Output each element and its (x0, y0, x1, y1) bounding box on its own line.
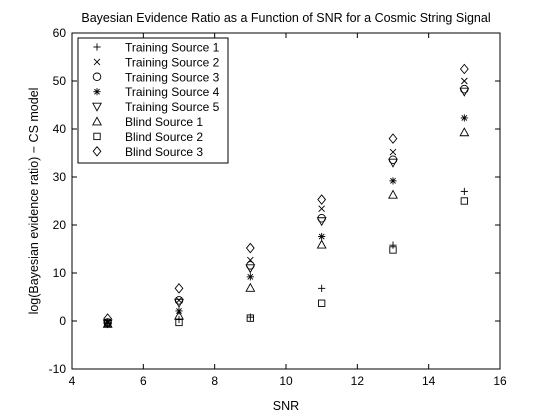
y-tick-label: 60 (53, 26, 67, 40)
legend-label: Blind Source 3 (125, 145, 203, 159)
data-point-series-4 (318, 232, 326, 241)
data-point-series-4 (246, 273, 254, 281)
data-points (102, 63, 470, 329)
data-point-series-1 (389, 241, 397, 249)
x-tick-label: 12 (351, 374, 365, 388)
legend-label: Training Source 4 (125, 85, 220, 99)
y-tick-label: 30 (53, 170, 67, 184)
data-point-series-7 (318, 299, 326, 307)
y-tick-label: 40 (53, 122, 67, 136)
legend-label: Training Source 5 (125, 100, 220, 114)
plot-area-frame (71, 32, 501, 370)
data-point-series-6 (102, 318, 113, 328)
legend-marker (92, 102, 102, 112)
chart-title: Bayesian Evidence Ratio as a Function of… (81, 11, 490, 25)
x-tick-label: 16 (493, 374, 507, 388)
legend-marker (93, 88, 101, 96)
data-point-series-8 (459, 63, 469, 75)
legend-marker (92, 116, 102, 126)
data-point-series-7 (175, 318, 183, 327)
legend-label: Training Source 3 (125, 70, 220, 84)
data-point-series-7 (460, 197, 468, 205)
data-point-series-7 (389, 246, 397, 254)
y-tick-label: 20 (53, 218, 67, 232)
data-point-series-5 (459, 87, 470, 97)
data-point-series-2 (389, 148, 397, 156)
data-point-series-8 (174, 283, 184, 294)
data-point-series-6 (245, 282, 256, 292)
x-tick-label: 8 (211, 374, 218, 388)
x-tick-label: 14 (422, 374, 436, 388)
x-tick-label: 6 (140, 374, 147, 388)
data-point-series-2 (318, 205, 325, 212)
legend-label: Training Source 1 (125, 41, 220, 55)
x-axis-label: SNR (273, 399, 299, 413)
data-point-series-2 (175, 297, 183, 304)
legend-label: Blind Source 1 (125, 115, 203, 129)
data-point-series-6 (459, 127, 470, 137)
data-point-series-8 (388, 133, 398, 144)
legend-label: Training Source 2 (125, 55, 220, 69)
y-tick-label: 10 (53, 266, 67, 280)
data-point-series-4 (389, 177, 397, 185)
legend-marker (93, 58, 101, 66)
x-tick-label: 10 (279, 374, 293, 388)
y-tick-label: -10 (49, 362, 67, 376)
legend-marker (92, 145, 102, 157)
data-point-series-4 (460, 114, 468, 122)
legend-marker (92, 72, 102, 82)
data-point-series-5 (388, 158, 398, 168)
legend-marker (93, 43, 101, 51)
data-point-series-1 (318, 284, 326, 292)
data-point-series-2 (461, 77, 468, 85)
y-tick-label: 50 (53, 74, 67, 88)
legend-box (77, 37, 229, 164)
data-point-series-6 (316, 239, 327, 249)
data-point-series-8 (317, 194, 327, 205)
data-point-series-7 (246, 314, 254, 322)
data-point-series-5 (245, 264, 256, 274)
data-point-series-5 (316, 217, 327, 227)
data-point-series-8 (103, 313, 113, 324)
data-point-series-7 (104, 319, 112, 328)
data-point-series-6 (388, 189, 398, 199)
y-axis-label: log(Bayesian evidence ratio) − CS model (27, 88, 41, 315)
legend-label: Blind Source 2 (125, 130, 203, 144)
y-tick-label: 0 (59, 314, 66, 328)
legend-marker (93, 132, 101, 141)
data-point-series-1 (460, 187, 468, 195)
x-tick-label: 4 (69, 374, 76, 388)
data-point-series-5 (174, 298, 184, 308)
data-point-series-8 (245, 242, 255, 254)
